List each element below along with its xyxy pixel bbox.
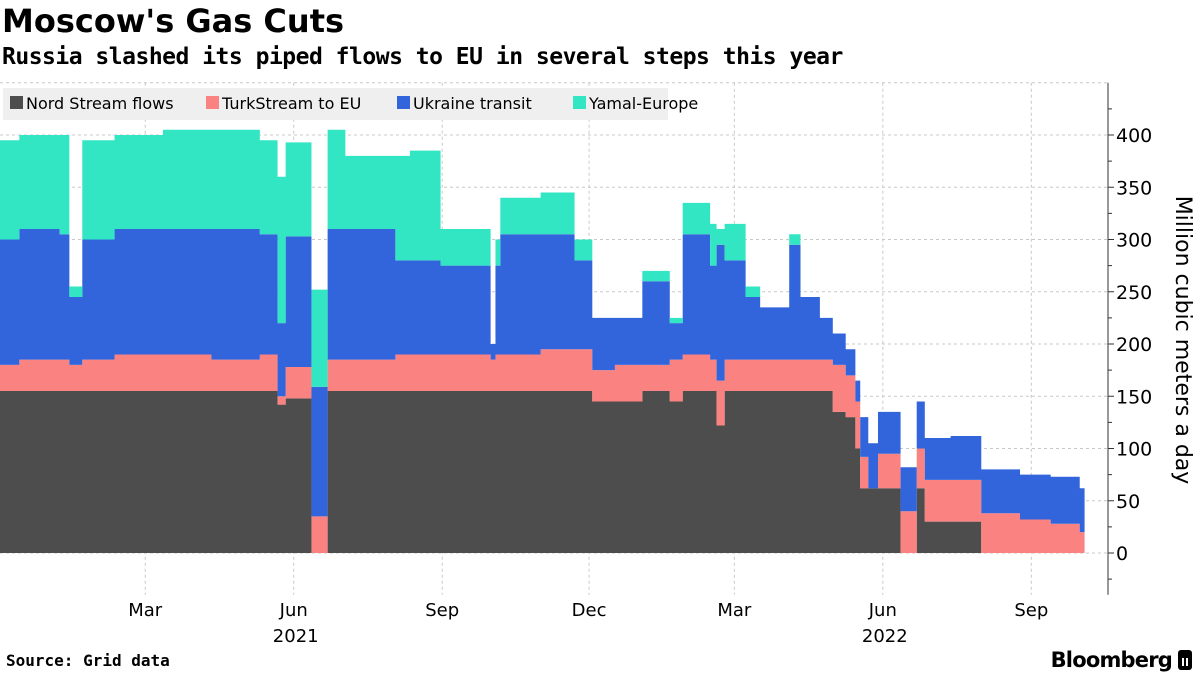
x-tick-label: Jun <box>279 600 308 621</box>
x-tick-label: Sep <box>425 600 459 621</box>
y-tick-label: 100 <box>1116 439 1152 461</box>
legend-label: Nord Stream flows <box>26 94 174 113</box>
area-nord-stream-flows <box>0 391 1085 553</box>
axes: 0 50 100 150 200 250 300 350 400 Mar Jun Sep Dec Mar J… <box>128 82 1152 647</box>
y-tick-label: 400 <box>1116 125 1152 147</box>
legend-background <box>3 88 668 120</box>
legend: Nord Stream flows TurkStream to EU Ukraine… <box>3 88 698 120</box>
y-tick-label: 150 <box>1116 386 1152 408</box>
bloomberg-terminal-icon <box>1178 650 1192 670</box>
area-turkstream-to-eu <box>0 349 1085 553</box>
y-tick-label: 0 <box>1116 543 1128 565</box>
x-year-label: 2021 <box>273 626 319 647</box>
x-year-label: 2022 <box>862 626 908 647</box>
chart-title: Moscow's Gas Cuts <box>2 2 345 40</box>
x-tick-label: Dec <box>572 600 607 621</box>
legend-label: TurkStream to EU <box>221 94 361 113</box>
legend-swatch <box>397 96 410 109</box>
brand-name: Bloomberg <box>1050 648 1173 672</box>
x-tick-label: Mar <box>717 600 752 621</box>
chart-subtitle: Russia slashed its piped flows to EU in … <box>2 44 843 70</box>
x-tick-label: Sep <box>1014 600 1048 621</box>
source-note: Source: Grid data <box>6 651 170 670</box>
legend-label: Ukraine transit <box>413 94 532 113</box>
legend-swatch <box>573 96 586 109</box>
area-yamal-europe <box>0 129 1085 489</box>
x-tick-label: Jun <box>868 600 897 621</box>
area-ukraine-transit <box>0 229 1085 533</box>
y-tick-label: 350 <box>1116 177 1152 199</box>
areas <box>0 129 1085 553</box>
legend-swatch <box>206 96 219 109</box>
legend-label: Yamal-Europe <box>588 94 698 113</box>
legend-swatch <box>10 96 23 109</box>
y-tick-label: 300 <box>1116 230 1152 252</box>
y-tick-label: 200 <box>1116 334 1152 356</box>
y-tick-label: 50 <box>1116 491 1140 513</box>
y-axis-label: Million cubic meters a day <box>1170 196 1195 485</box>
bloomberg-logo: Bloomberg <box>1051 648 1192 672</box>
y-tick-label: 250 <box>1116 282 1152 304</box>
x-tick-label: Mar <box>128 600 163 621</box>
